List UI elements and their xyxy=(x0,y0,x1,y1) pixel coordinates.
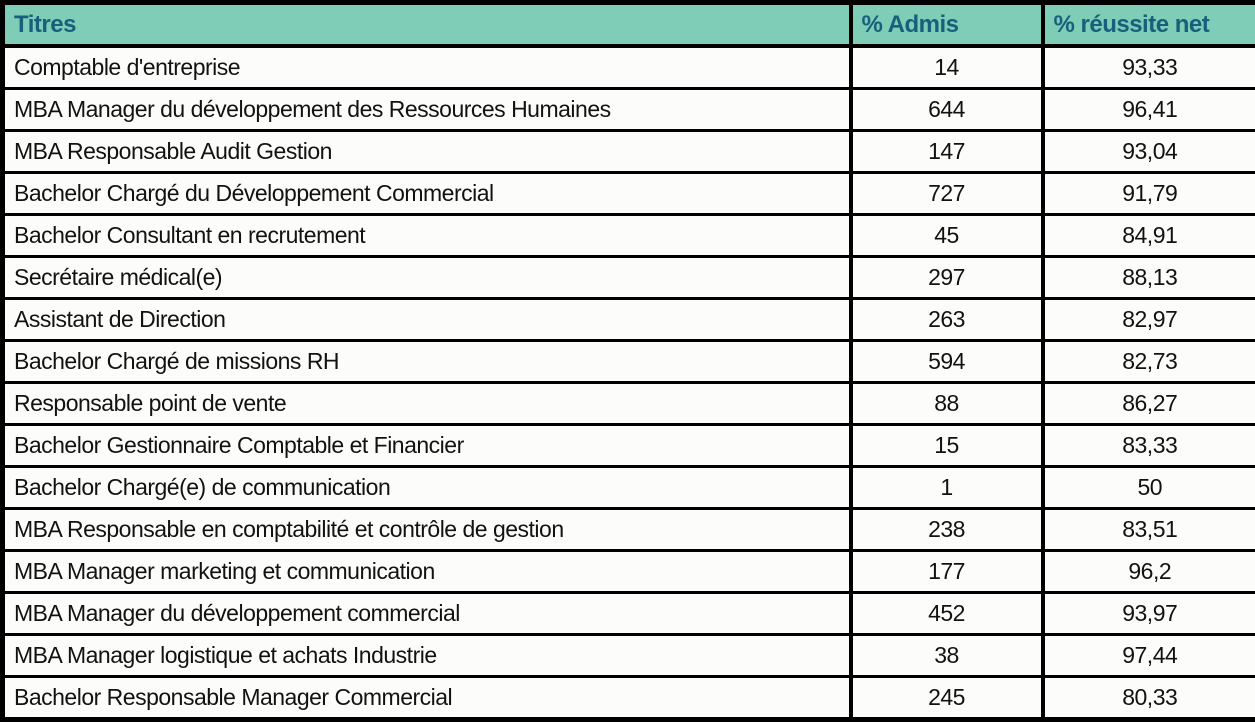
reussite-net-cell: 96,41 xyxy=(1043,89,1255,131)
reussite-net-cell: 91,79 xyxy=(1043,173,1255,215)
table-row: Assistant de Direction 263 82,97 xyxy=(3,299,1255,341)
titre-cell: Bachelor Chargé du Développement Commerc… xyxy=(3,173,851,215)
admis-cell: 14 xyxy=(851,46,1043,89)
table-row: MBA Responsable Audit Gestion 147 93,04 xyxy=(3,131,1255,173)
titre-cell: Responsable point de vente xyxy=(3,383,851,425)
header-admis: % Admis xyxy=(851,3,1043,47)
reussite-net-cell: 93,97 xyxy=(1043,593,1255,635)
table-row: Bachelor Chargé du Développement Commerc… xyxy=(3,173,1255,215)
titre-cell: MBA Manager du développement commercial xyxy=(3,593,851,635)
reussite-net-cell: 83,33 xyxy=(1043,425,1255,467)
admis-cell: 238 xyxy=(851,509,1043,551)
table-row: Bachelor Chargé de missions RH 594 82,73 xyxy=(3,341,1255,383)
titre-cell: Bachelor Responsable Manager Commercial xyxy=(3,677,851,720)
reussite-net-cell: 93,33 xyxy=(1043,46,1255,89)
admis-cell: 177 xyxy=(851,551,1043,593)
reussite-net-cell: 97,44 xyxy=(1043,635,1255,677)
titre-cell: MBA Responsable en comptabilité et contr… xyxy=(3,509,851,551)
titre-cell: MBA Manager marketing et communication xyxy=(3,551,851,593)
titre-cell: Comptable d'entreprise xyxy=(3,46,851,89)
admis-cell: 245 xyxy=(851,677,1043,720)
reussite-net-cell: 88,13 xyxy=(1043,257,1255,299)
admis-cell: 452 xyxy=(851,593,1043,635)
titre-cell: Bachelor Chargé(e) de communication xyxy=(3,467,851,509)
admis-cell: 88 xyxy=(851,383,1043,425)
table-row: MBA Manager logistique et achats Industr… xyxy=(3,635,1255,677)
table-row: Bachelor Responsable Manager Commercial … xyxy=(3,677,1255,720)
table-row: Bachelor Gestionnaire Comptable et Finan… xyxy=(3,425,1255,467)
reussite-net-cell: 93,04 xyxy=(1043,131,1255,173)
admis-cell: 15 xyxy=(851,425,1043,467)
admis-cell: 263 xyxy=(851,299,1043,341)
header-titres: Titres xyxy=(3,3,851,47)
admis-cell: 594 xyxy=(851,341,1043,383)
table-row: MBA Manager marketing et communication 1… xyxy=(3,551,1255,593)
admis-cell: 1 xyxy=(851,467,1043,509)
header-reussite-net: % réussite net xyxy=(1043,3,1255,47)
reussite-net-cell: 82,97 xyxy=(1043,299,1255,341)
titre-cell: MBA Responsable Audit Gestion xyxy=(3,131,851,173)
header-row: Titres % Admis % réussite net xyxy=(3,3,1255,47)
admis-cell: 297 xyxy=(851,257,1043,299)
reussite-net-cell: 50 xyxy=(1043,467,1255,509)
reussite-net-cell: 82,73 xyxy=(1043,341,1255,383)
table-row: Secrétaire médical(e) 297 88,13 xyxy=(3,257,1255,299)
table-row: MBA Manager du développement des Ressour… xyxy=(3,89,1255,131)
reussite-net-cell: 83,51 xyxy=(1043,509,1255,551)
table-body: Comptable d'entreprise 14 93,33 MBA Mana… xyxy=(3,46,1255,720)
reussite-net-cell: 80,33 xyxy=(1043,677,1255,720)
admis-cell: 45 xyxy=(851,215,1043,257)
table-row: Bachelor Chargé(e) de communication 1 50 xyxy=(3,467,1255,509)
table-row: Bachelor Consultant en recrutement 45 84… xyxy=(3,215,1255,257)
table-row: MBA Responsable en comptabilité et contr… xyxy=(3,509,1255,551)
table-row: Comptable d'entreprise 14 93,33 xyxy=(3,46,1255,89)
titre-cell: Bachelor Gestionnaire Comptable et Finan… xyxy=(3,425,851,467)
reussite-net-cell: 96,2 xyxy=(1043,551,1255,593)
admis-cell: 38 xyxy=(851,635,1043,677)
titre-cell: MBA Manager logistique et achats Industr… xyxy=(3,635,851,677)
admis-cell: 727 xyxy=(851,173,1043,215)
admis-cell: 147 xyxy=(851,131,1043,173)
admis-cell: 644 xyxy=(851,89,1043,131)
reussite-net-cell: 84,91 xyxy=(1043,215,1255,257)
table-row: Responsable point de vente 88 86,27 xyxy=(3,383,1255,425)
titre-cell: Bachelor Chargé de missions RH xyxy=(3,341,851,383)
titre-cell: Bachelor Consultant en recrutement xyxy=(3,215,851,257)
titre-cell: Assistant de Direction xyxy=(3,299,851,341)
titre-cell: Secrétaire médical(e) xyxy=(3,257,851,299)
titre-cell: MBA Manager du développement des Ressour… xyxy=(3,89,851,131)
table-row: MBA Manager du développement commercial … xyxy=(3,593,1255,635)
reussite-net-cell: 86,27 xyxy=(1043,383,1255,425)
